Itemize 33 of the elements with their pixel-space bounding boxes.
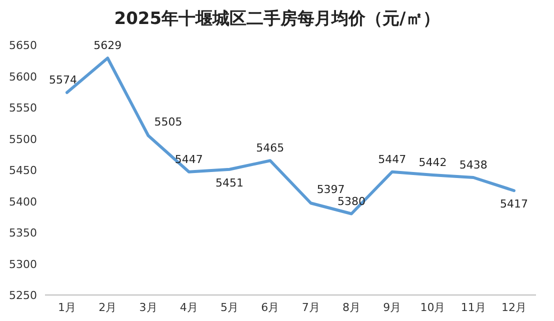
data-label: 5417 bbox=[500, 198, 528, 211]
y-tick-label: 5600 bbox=[9, 70, 37, 84]
x-tick-label: 6月 bbox=[261, 301, 280, 314]
y-tick-label: 5450 bbox=[9, 164, 37, 177]
y-tick-label: 5550 bbox=[9, 102, 37, 114]
y-tick-label: 5300 bbox=[9, 258, 37, 271]
x-tick-label: 8月 bbox=[342, 301, 360, 314]
data-label: 5447 bbox=[174, 152, 203, 166]
data-label: 5438 bbox=[459, 158, 488, 172]
x-tick-label: 1月 bbox=[58, 301, 76, 314]
x-tick-label: 10月 bbox=[420, 301, 446, 314]
data-label: 5629 bbox=[94, 39, 122, 52]
x-tick-label: 12月 bbox=[502, 301, 526, 314]
data-label: 5447 bbox=[378, 152, 406, 166]
chart-title: 2025年十堰城区二手房每月均价（元/㎡） bbox=[114, 9, 440, 29]
x-tick-label: 11月 bbox=[460, 301, 486, 314]
y-tick-label: 5250 bbox=[9, 289, 37, 302]
x-tick-label: 2月 bbox=[98, 301, 117, 314]
x-tick-label: 7月 bbox=[302, 301, 320, 314]
y-tick-label: 5500 bbox=[9, 132, 37, 146]
y-tick-label: 5350 bbox=[9, 226, 37, 240]
x-tick-label: 4月 bbox=[180, 301, 198, 314]
data-label: 5397 bbox=[316, 183, 345, 196]
data-label: 5574 bbox=[49, 74, 77, 86]
x-tick-label: 3月 bbox=[139, 301, 158, 314]
data-label: 5442 bbox=[418, 156, 447, 169]
data-label: 5465 bbox=[256, 142, 284, 155]
data-label: 5451 bbox=[216, 176, 244, 190]
x-tick-label: 5月 bbox=[220, 301, 239, 314]
x-tick-label: 9月 bbox=[383, 301, 402, 314]
y-tick-label: 5400 bbox=[9, 195, 37, 208]
data-label: 5505 bbox=[154, 116, 182, 129]
y-tick-label: 5650 bbox=[9, 39, 37, 52]
